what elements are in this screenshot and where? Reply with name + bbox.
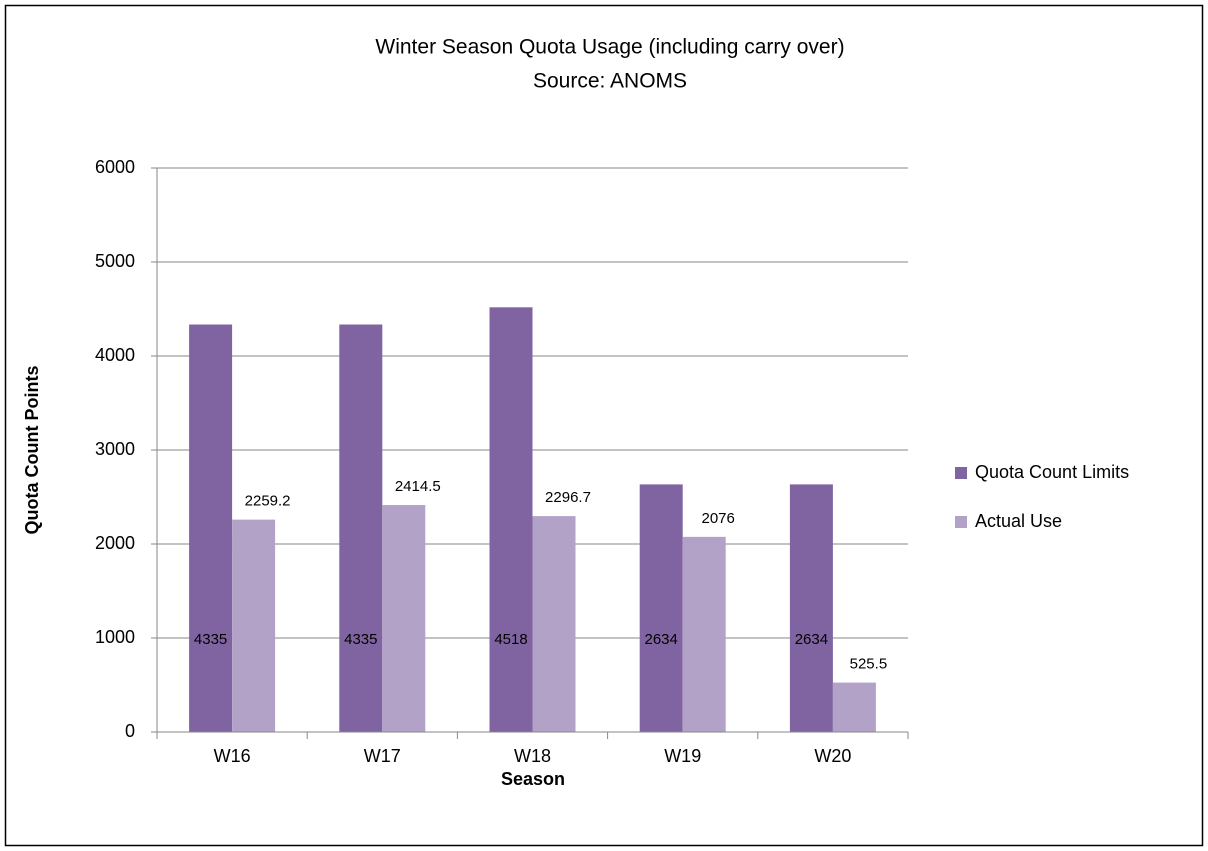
- y-tick-label: 5000: [95, 251, 135, 271]
- bar: [789, 484, 833, 732]
- y-tick-label: 1000: [95, 627, 135, 647]
- x-tick-label: W17: [364, 746, 401, 766]
- legend-label: Quota Count Limits: [975, 462, 1129, 482]
- y-tick-label: 4000: [95, 345, 135, 365]
- chart-title: Winter Season Quota Usage (including car…: [375, 36, 844, 59]
- bar: [489, 307, 533, 732]
- data-label: 2296.7: [545, 489, 591, 506]
- data-label: 4335: [194, 631, 227, 648]
- data-label: 2076: [702, 510, 735, 527]
- x-tick-label: W19: [664, 746, 701, 766]
- y-axis-title: Quota Count Points: [22, 366, 42, 535]
- data-label: 4518: [494, 631, 527, 648]
- data-label: 2414.5: [395, 478, 441, 495]
- bar: [232, 519, 276, 732]
- chart-subtitle: Source: ANOMS: [533, 70, 687, 93]
- bar: [532, 516, 576, 732]
- bar: [682, 536, 726, 732]
- y-tick-label: 3000: [95, 439, 135, 459]
- bar: [639, 484, 683, 732]
- data-label: 2259.2: [245, 493, 291, 510]
- bar: [189, 324, 233, 732]
- bar: [382, 505, 426, 732]
- data-label: 4335: [344, 631, 377, 648]
- chart-border: [4, 4, 1204, 847]
- data-label: 525.5: [850, 656, 888, 673]
- x-tick-label: W18: [514, 746, 551, 766]
- data-label: 2634: [795, 631, 828, 648]
- y-tick-label: 6000: [95, 157, 135, 177]
- legend-label: Actual Use: [975, 511, 1062, 531]
- x-tick-label: W16: [214, 746, 251, 766]
- x-tick-label: W20: [814, 746, 851, 766]
- bar: [832, 682, 876, 732]
- y-tick-label: 2000: [95, 533, 135, 553]
- x-axis-title: Season: [501, 769, 565, 789]
- bar: [339, 324, 383, 732]
- y-tick-label: 0: [125, 721, 135, 741]
- legend-swatch: [955, 467, 967, 479]
- legend-swatch: [955, 516, 967, 528]
- data-label: 2634: [645, 631, 678, 648]
